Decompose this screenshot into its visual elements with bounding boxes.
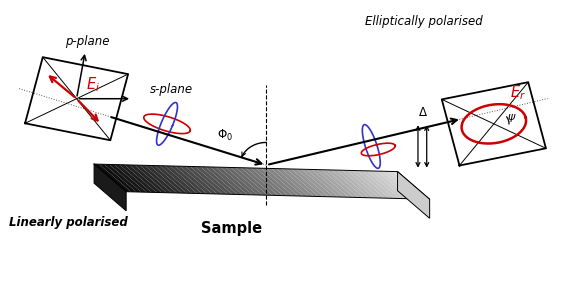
Polygon shape [185, 166, 222, 194]
Polygon shape [327, 170, 364, 198]
Text: $\Phi_0$: $\Phi_0$ [218, 128, 233, 143]
Polygon shape [281, 169, 318, 196]
Polygon shape [291, 169, 329, 197]
Polygon shape [276, 168, 314, 196]
Polygon shape [301, 169, 339, 197]
Polygon shape [211, 167, 247, 195]
Text: p-plane: p-plane [65, 35, 109, 48]
Polygon shape [337, 170, 374, 198]
Text: Linearly polarised: Linearly polarised [9, 216, 128, 229]
Polygon shape [372, 171, 410, 199]
Polygon shape [190, 166, 228, 194]
Polygon shape [347, 170, 384, 198]
Polygon shape [246, 168, 283, 196]
Text: Sample: Sample [201, 221, 261, 236]
Polygon shape [99, 164, 136, 192]
Polygon shape [357, 171, 394, 198]
Polygon shape [236, 168, 273, 195]
Polygon shape [322, 170, 359, 198]
Polygon shape [367, 171, 404, 199]
Polygon shape [393, 171, 429, 199]
Polygon shape [251, 168, 288, 196]
Polygon shape [387, 171, 425, 199]
Polygon shape [352, 171, 389, 198]
Polygon shape [256, 168, 293, 196]
Polygon shape [175, 166, 212, 194]
Polygon shape [160, 166, 197, 194]
Polygon shape [342, 170, 379, 198]
Polygon shape [377, 171, 415, 199]
Polygon shape [94, 164, 131, 192]
Polygon shape [241, 168, 278, 195]
Polygon shape [180, 166, 217, 194]
Polygon shape [261, 168, 298, 196]
Polygon shape [155, 165, 192, 193]
Polygon shape [205, 167, 243, 195]
Polygon shape [125, 165, 161, 193]
Polygon shape [165, 166, 202, 194]
Polygon shape [297, 169, 333, 197]
Polygon shape [383, 171, 419, 199]
Polygon shape [332, 170, 369, 198]
Polygon shape [104, 164, 142, 192]
Polygon shape [398, 171, 429, 218]
Text: $E_i$: $E_i$ [86, 76, 100, 94]
Polygon shape [362, 171, 400, 198]
Polygon shape [140, 165, 177, 193]
Polygon shape [230, 168, 268, 195]
Polygon shape [200, 167, 238, 195]
Text: $E_r$: $E_r$ [510, 84, 526, 102]
Polygon shape [215, 167, 253, 195]
Polygon shape [135, 165, 171, 193]
Polygon shape [312, 169, 349, 197]
Polygon shape [114, 165, 152, 192]
Polygon shape [170, 166, 207, 194]
Polygon shape [129, 165, 167, 193]
Polygon shape [150, 165, 187, 193]
Polygon shape [286, 169, 324, 197]
Polygon shape [226, 167, 263, 195]
Text: $\Delta$: $\Delta$ [418, 106, 428, 119]
Text: $\psi$: $\psi$ [507, 112, 517, 124]
Polygon shape [266, 168, 303, 196]
Text: s-plane: s-plane [150, 83, 192, 96]
Polygon shape [94, 164, 126, 211]
Polygon shape [195, 167, 232, 194]
Polygon shape [144, 165, 182, 193]
Text: Elliptically polarised: Elliptically polarised [366, 15, 483, 28]
Polygon shape [221, 167, 257, 195]
Polygon shape [119, 165, 157, 192]
Polygon shape [271, 168, 308, 196]
Polygon shape [316, 170, 354, 197]
Polygon shape [109, 165, 146, 192]
Polygon shape [307, 169, 343, 197]
